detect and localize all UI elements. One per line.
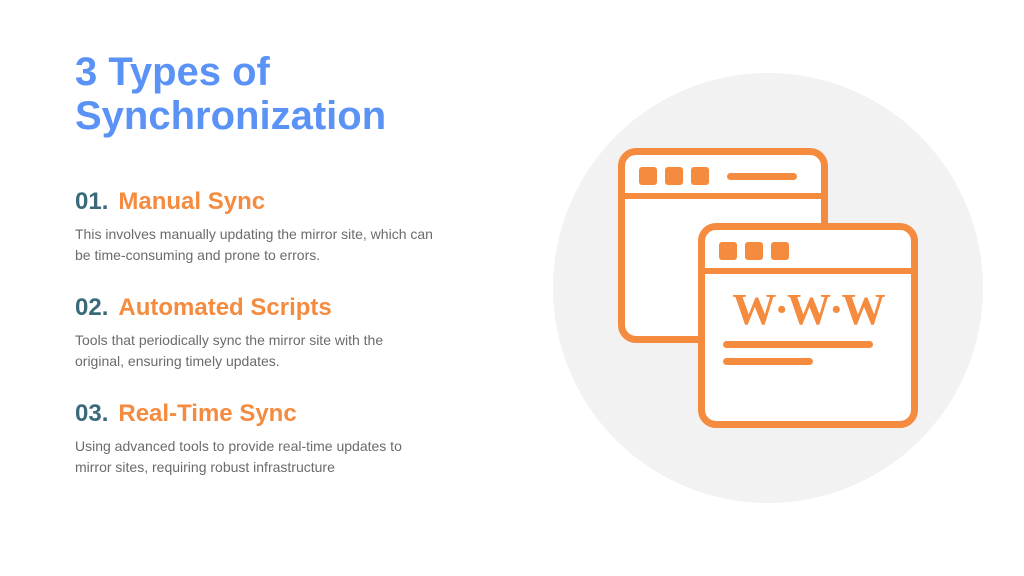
item-header: 03. Real-Time Sync: [75, 400, 472, 428]
item-desc: Tools that periodically sync the mirror …: [75, 330, 435, 372]
item-header: 02. Automated Scripts: [75, 294, 472, 322]
list-item: 03. Real-Time Sync Using advanced tools …: [75, 400, 472, 478]
item-title: Manual Sync: [118, 188, 265, 216]
item-number: 01.: [75, 188, 108, 216]
list-item: 01. Manual Sync This involves manually u…: [75, 188, 472, 266]
list-item: 02. Automated Scripts Tools that periodi…: [75, 294, 472, 372]
window-header: [705, 230, 911, 268]
header-square-icon: [691, 167, 709, 185]
header-square-icon: [719, 242, 737, 260]
item-title: Real-Time Sync: [118, 400, 296, 428]
window-body-lines: [705, 341, 911, 365]
body-line-icon: [723, 358, 813, 365]
item-desc: Using advanced tools to provide real-tim…: [75, 436, 435, 478]
item-number: 03.: [75, 400, 108, 428]
www-text: W·W·W: [705, 274, 911, 341]
header-square-icon: [639, 167, 657, 185]
content-left: 3 Types of Synchronization 01. Manual Sy…: [0, 0, 512, 576]
body-line-icon: [723, 341, 873, 348]
illustration-panel: W·W·W: [512, 0, 1024, 576]
item-title: Automated Scripts: [118, 294, 331, 322]
item-desc: This involves manually updating the mirr…: [75, 224, 435, 266]
header-square-icon: [771, 242, 789, 260]
header-line-icon: [727, 173, 797, 180]
window-divider: [625, 193, 821, 199]
item-header: 01. Manual Sync: [75, 188, 472, 216]
window-header: [625, 155, 821, 193]
header-square-icon: [665, 167, 683, 185]
window-front: W·W·W: [698, 223, 918, 428]
header-square-icon: [745, 242, 763, 260]
browser-windows-icon: W·W·W: [618, 148, 918, 428]
item-number: 02.: [75, 294, 108, 322]
page-title: 3 Types of Synchronization: [75, 50, 472, 138]
